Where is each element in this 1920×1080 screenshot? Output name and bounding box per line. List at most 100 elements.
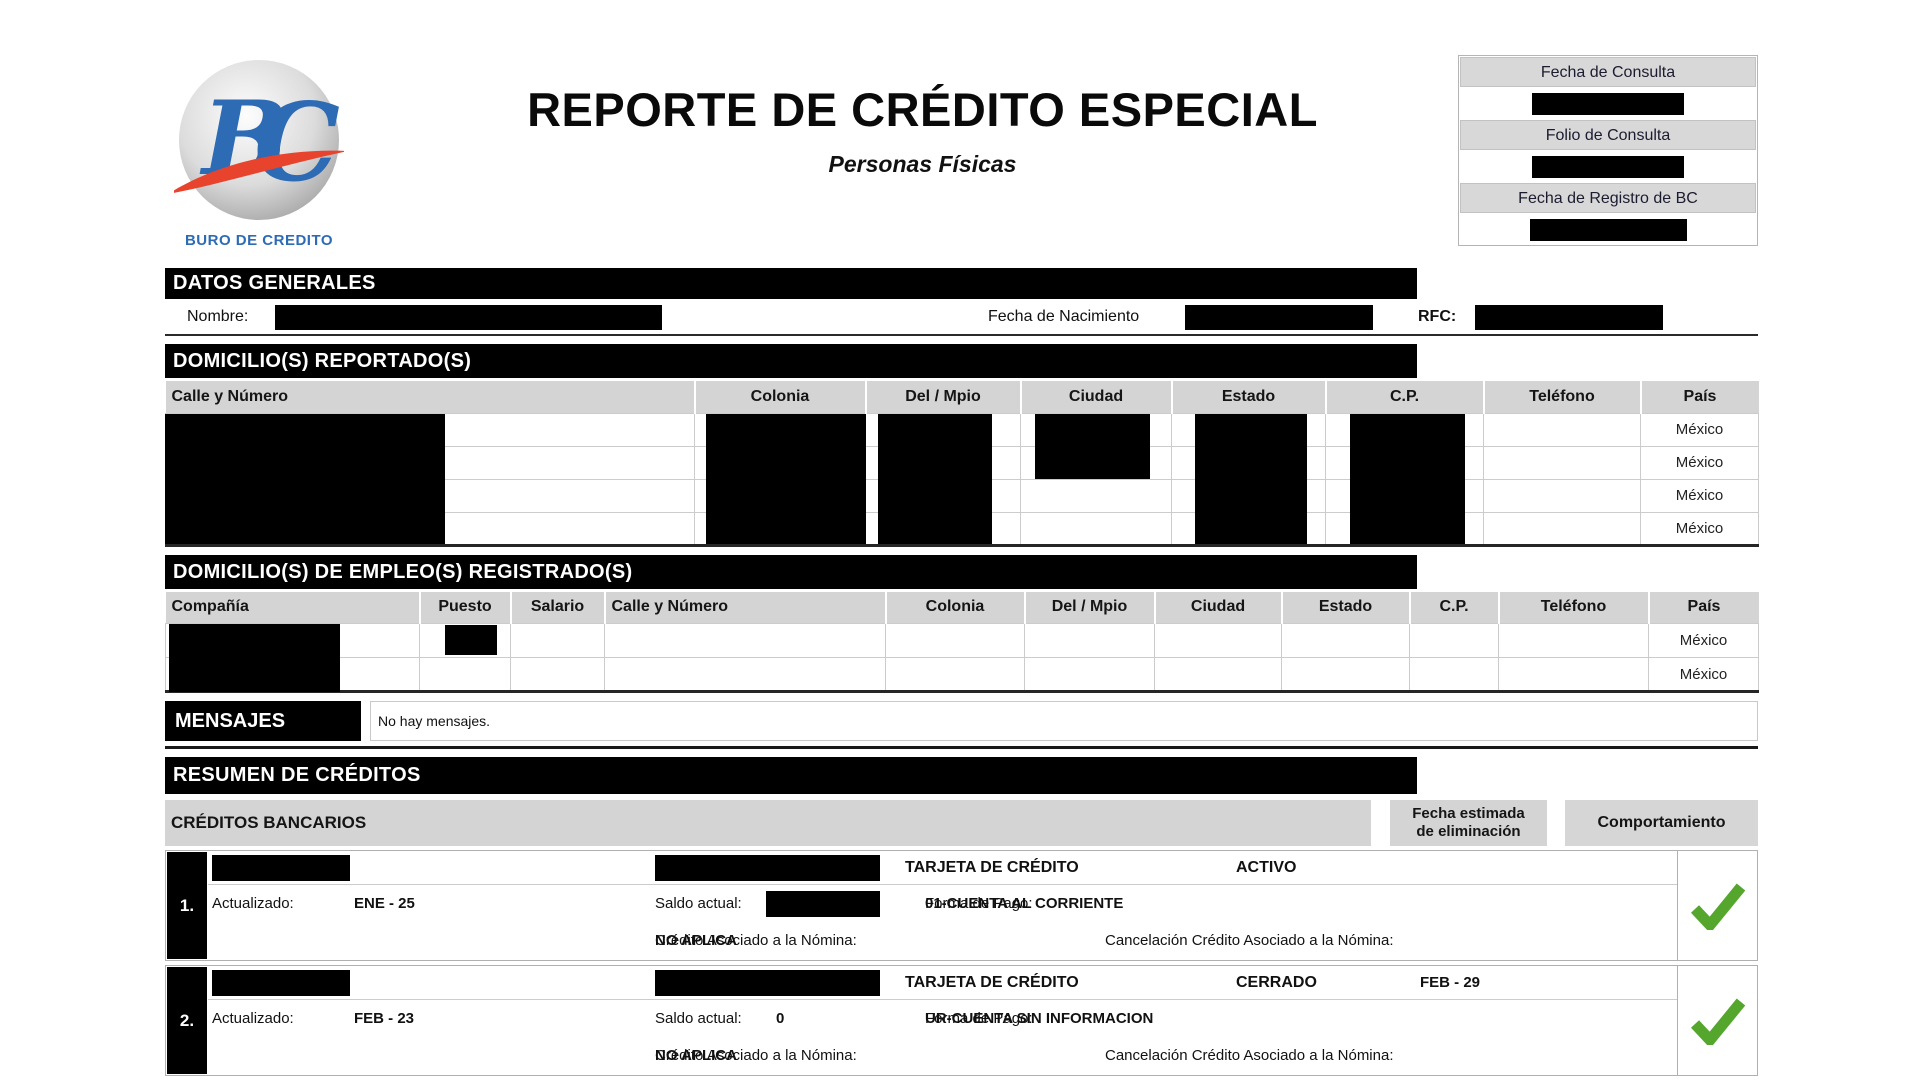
cell-telefono bbox=[1498, 623, 1649, 658]
cell-del-mpio bbox=[1024, 623, 1155, 658]
section-domicilios-empleos: DOMICILIO(S) DE EMPLEO(S) REGISTRADO(S) bbox=[165, 554, 1417, 589]
buro-de-credito-logo: B C BURO DE CREDITO bbox=[168, 52, 348, 249]
creditos-bancarios-label: CRÉDITOS BANCARIOS bbox=[165, 800, 1371, 846]
section-domicilios-reportados: DOMICILIO(S) REPORTADO(S) bbox=[165, 344, 1417, 378]
forma-pago-label: Forma de Pago: bbox=[925, 895, 1033, 912]
cell-pais: México bbox=[1648, 623, 1759, 658]
cell-cp bbox=[1409, 657, 1499, 692]
redaction bbox=[212, 855, 350, 881]
domicilios-table-wrap: Calle y Número Colonia Del / Mpio Ciudad… bbox=[165, 381, 1759, 547]
col-del-mpio: Del / Mpio bbox=[1023, 591, 1155, 624]
folio-consulta-label: Folio de Consulta bbox=[1460, 120, 1756, 150]
redaction bbox=[445, 624, 497, 655]
page-subtitle: Personas Físicas bbox=[828, 151, 1017, 177]
saldo-value: 0 bbox=[776, 1010, 785, 1027]
credit-body: TARJETA DE CRÉDITO CERRADO FEB - 29 Actu… bbox=[208, 966, 1677, 1075]
cell-pais: México bbox=[1640, 478, 1759, 513]
actualizado-label: Actualizado: bbox=[212, 895, 294, 912]
logo-caption: BURO DE CREDITO bbox=[184, 232, 334, 249]
col-estado: Estado bbox=[1280, 591, 1410, 624]
cell-pais: México bbox=[1640, 412, 1759, 447]
col-ciudad: Ciudad bbox=[1019, 381, 1172, 413]
redaction bbox=[1532, 92, 1684, 115]
col-calle-numero: Calle y Número bbox=[603, 591, 886, 624]
credit-estado: ACTIVO bbox=[1236, 859, 1297, 876]
empleos-table: Compañía Puesto Salario Calle y Número C… bbox=[165, 591, 1759, 693]
cell-telefono bbox=[1483, 412, 1641, 447]
redaction bbox=[275, 305, 662, 330]
cell-estado bbox=[1281, 657, 1410, 692]
redaction bbox=[1350, 414, 1465, 544]
section-datos-generales: DATOS GENERALES bbox=[165, 268, 1417, 299]
saldo-label: Saldo actual: bbox=[655, 895, 742, 912]
redaction bbox=[706, 414, 866, 544]
credit-body: TARJETA DE CRÉDITO ACTIVO Actualizado: E… bbox=[208, 851, 1677, 960]
col-cp: C.P. bbox=[1324, 381, 1484, 413]
section-mensajes: MENSAJES bbox=[165, 701, 361, 741]
cell-estado bbox=[1281, 623, 1410, 658]
credit-row-a: TARJETA DE CRÉDITO CERRADO FEB - 29 bbox=[208, 966, 1677, 1000]
cell-ciudad bbox=[1020, 478, 1172, 513]
redaction bbox=[1532, 155, 1684, 178]
cell-colonia bbox=[885, 623, 1025, 658]
forma-pago-value: 01-CUENTA AL CORRIENTE bbox=[925, 895, 1124, 912]
redaction bbox=[655, 970, 880, 996]
empleo-row: México bbox=[165, 623, 1759, 658]
mensajes-section: MENSAJES No hay mensajes. bbox=[165, 701, 1758, 741]
credit-row-b: Actualizado: ENE - 25 Saldo actual: Form… bbox=[208, 885, 1677, 922]
fecha-nacimiento-label: Fecha de Nacimiento bbox=[988, 308, 1140, 325]
fecha-estimada-line2: de eliminación bbox=[1416, 823, 1521, 840]
cell-del-mpio bbox=[1024, 657, 1155, 692]
fecha-consulta-label: Fecha de Consulta bbox=[1460, 57, 1756, 87]
fecha-registro-value bbox=[1459, 214, 1757, 245]
cell-ciudad bbox=[1020, 511, 1172, 546]
cancelacion-label: Cancelación Crédito Asociado a la Nómina… bbox=[1105, 932, 1394, 949]
redaction bbox=[1185, 305, 1373, 330]
fecha-consulta-value bbox=[1459, 88, 1757, 119]
credit-row-c: Crédito Asociado a la Nómina: NO APLICA … bbox=[208, 1037, 1677, 1075]
fecha-estimada-eliminacion-label: Fecha estimada de eliminación bbox=[1390, 800, 1547, 846]
cell-telefono bbox=[1498, 657, 1649, 692]
redaction bbox=[165, 414, 445, 544]
cancelacion-label: Cancelación Crédito Asociado a la Nómina… bbox=[1105, 1047, 1394, 1064]
cell-calle bbox=[604, 657, 886, 692]
nomina-label: Crédito Asociado a la Nómina: bbox=[655, 932, 857, 949]
cell-pais: México bbox=[1640, 511, 1759, 546]
mensajes-text: No hay mensajes. bbox=[370, 701, 1758, 741]
empleos-header-row: Compañía Puesto Salario Calle y Número C… bbox=[165, 591, 1759, 624]
cell-telefono bbox=[1483, 445, 1641, 480]
nomina-label: Crédito Asociado a la Nómina: bbox=[655, 1047, 857, 1064]
cell-pais: México bbox=[1648, 657, 1759, 692]
credit-tipo: TARJETA DE CRÉDITO bbox=[905, 974, 1079, 991]
comportamiento-label: Comportamiento bbox=[1565, 800, 1758, 846]
redaction bbox=[1529, 218, 1687, 241]
col-cp: C.P. bbox=[1408, 591, 1499, 624]
col-compania: Compañía bbox=[165, 591, 420, 624]
cell-pais: México bbox=[1640, 445, 1759, 480]
redaction bbox=[1035, 414, 1150, 479]
redaction bbox=[766, 891, 880, 917]
empleo-row: México bbox=[165, 657, 1759, 692]
redaction bbox=[169, 623, 340, 692]
page-title: REPORTE DE CRÉDITO ESPECIAL bbox=[527, 83, 1318, 136]
forma-pago-label: Forma de Pago: bbox=[925, 1010, 1033, 1027]
report-body: DATOS GENERALES Nombre: Fecha de Nacimie… bbox=[165, 268, 1759, 1076]
col-colonia: Colonia bbox=[693, 381, 866, 413]
actualizado-value: FEB - 23 bbox=[354, 1010, 415, 1027]
redaction bbox=[1475, 305, 1663, 330]
redaction bbox=[878, 414, 992, 544]
col-ciudad: Ciudad bbox=[1153, 591, 1282, 624]
redaction bbox=[655, 855, 880, 881]
col-del-mpio: Del / Mpio bbox=[864, 381, 1021, 413]
cell-telefono bbox=[1483, 511, 1641, 546]
col-colonia: Colonia bbox=[884, 591, 1025, 624]
actualizado-label: Actualizado: bbox=[212, 1010, 294, 1027]
folio-consulta-value bbox=[1459, 151, 1757, 182]
domicilios-header-row: Calle y Número Colonia Del / Mpio Ciudad… bbox=[165, 381, 1759, 413]
actualizado-value: ENE - 25 bbox=[354, 895, 415, 912]
col-telefono: Teléfono bbox=[1497, 591, 1649, 624]
redaction bbox=[212, 970, 350, 996]
checkmark-icon bbox=[1690, 883, 1745, 930]
redaction bbox=[1195, 414, 1307, 544]
